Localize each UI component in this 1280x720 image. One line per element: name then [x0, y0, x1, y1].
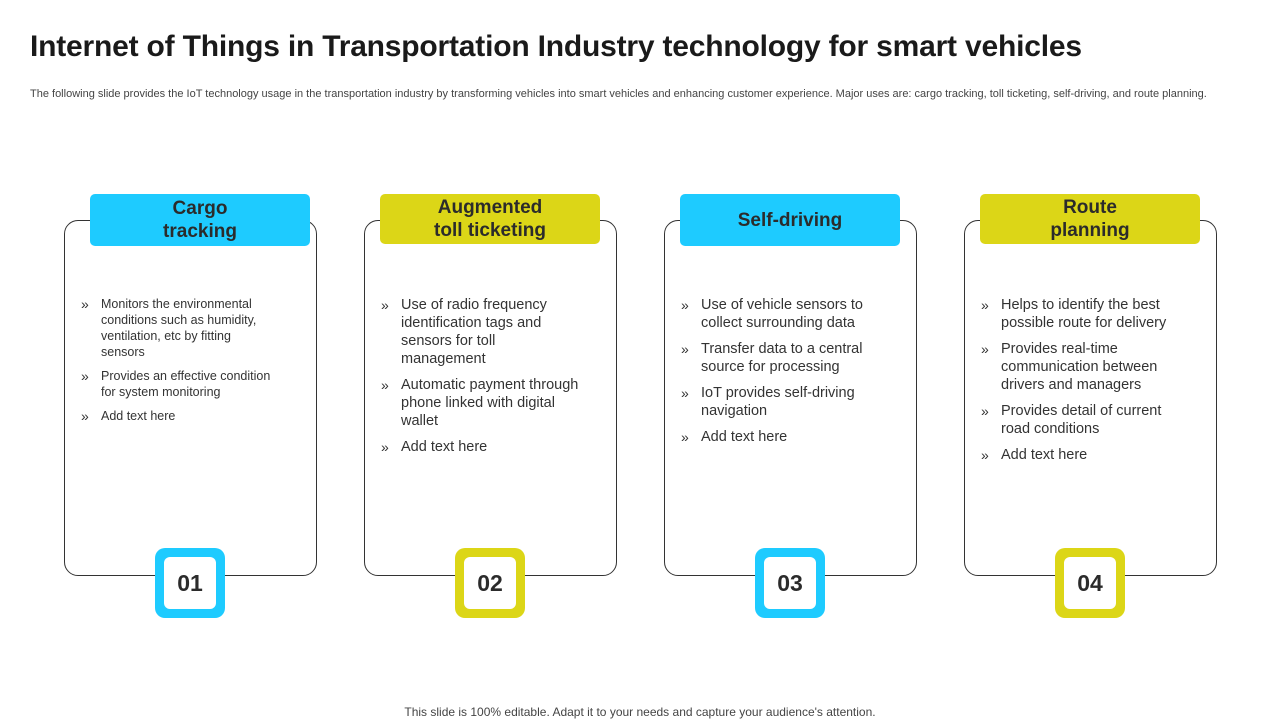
- card-title-route-planning: Route planning: [980, 194, 1200, 244]
- badge-number: 04: [1064, 557, 1116, 609]
- page-title: Internet of Things in Transportation Ind…: [30, 30, 1082, 63]
- card-bullets-route-planning: Helps to identify the best possible rout…: [981, 296, 1186, 472]
- card-title-cargo-tracking: Cargo tracking: [90, 194, 310, 246]
- list-item: Add text here: [381, 438, 581, 456]
- list-item: Add text here: [81, 408, 271, 424]
- list-item: Provides an effective condition for syst…: [81, 368, 271, 400]
- card-bullets-cargo-tracking: Monitors the environmental conditions su…: [81, 296, 271, 432]
- list-item: Use of vehicle sensors to collect surrou…: [681, 296, 886, 332]
- badge-number: 03: [764, 557, 816, 609]
- card-title-self-driving: Self-driving: [680, 194, 900, 246]
- list-item: Monitors the environmental conditions su…: [81, 296, 271, 360]
- card-bullets-self-driving: Use of vehicle sensors to collect surrou…: [681, 296, 886, 454]
- list-item: Add text here: [681, 428, 886, 446]
- badge-number: 01: [164, 557, 216, 609]
- card-route-planning: [964, 220, 1217, 576]
- list-item: Automatic payment through phone linked w…: [381, 376, 581, 430]
- number-badge-02: 02: [455, 548, 525, 618]
- list-item: Add text here: [981, 446, 1186, 464]
- list-item: Provides real-time communication between…: [981, 340, 1186, 394]
- list-item: Helps to identify the best possible rout…: [981, 296, 1186, 332]
- badge-number: 02: [464, 557, 516, 609]
- number-badge-03: 03: [755, 548, 825, 618]
- list-item: IoT provides self-driving navigation: [681, 384, 886, 420]
- page-subtitle: The following slide provides the IoT tec…: [30, 88, 1207, 100]
- number-badge-01: 01: [155, 548, 225, 618]
- card-bullets-augmented-toll-ticketing: Use of radio frequency identification ta…: [381, 296, 581, 464]
- list-item: Use of radio frequency identification ta…: [381, 296, 581, 368]
- list-item: Provides detail of current road conditio…: [981, 402, 1186, 438]
- card-title-augmented-toll-ticketing: Augmented toll ticketing: [380, 194, 600, 244]
- footer-note: This slide is 100% editable. Adapt it to…: [404, 705, 876, 719]
- list-item: Transfer data to a central source for pr…: [681, 340, 886, 376]
- number-badge-04: 04: [1055, 548, 1125, 618]
